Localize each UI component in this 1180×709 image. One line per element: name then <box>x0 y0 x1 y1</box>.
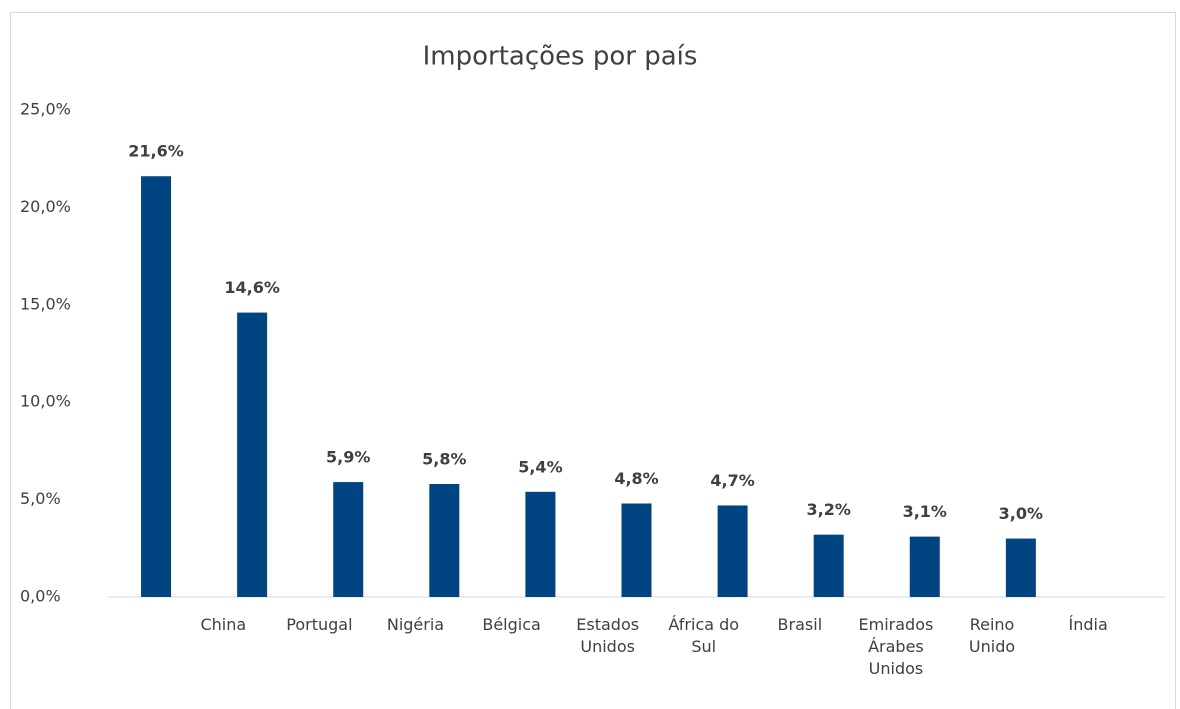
bar <box>141 176 172 597</box>
bar <box>813 534 844 597</box>
bar <box>717 505 748 597</box>
x-tick-label: Bélgica <box>482 615 541 634</box>
x-tick-label: Reino Unido <box>968 615 1016 656</box>
x-tick-label: Nigéria <box>386 615 445 634</box>
y-tick-label: 10,0% <box>20 392 71 411</box>
chart-border <box>10 12 1176 709</box>
data-label: 3,1% <box>903 502 947 521</box>
data-label: 3,2% <box>806 500 850 519</box>
data-label: 21,6% <box>128 142 184 161</box>
data-label: 14,6% <box>224 278 280 297</box>
data-label: 5,4% <box>518 457 562 476</box>
y-tick-label: 15,0% <box>20 294 71 313</box>
y-tick-label: 0,0% <box>20 587 61 606</box>
data-label: 5,8% <box>422 450 466 469</box>
bar <box>333 482 364 597</box>
bar <box>621 503 652 597</box>
bar <box>909 536 940 597</box>
y-tick-label: 5,0% <box>20 489 61 508</box>
data-label: 5,9% <box>326 448 370 467</box>
x-tick-label: China <box>200 615 247 634</box>
x-tick-label: Estados Unidos <box>576 615 640 656</box>
data-label: 4,8% <box>614 469 658 488</box>
bar <box>429 484 460 597</box>
y-tick-label: 20,0% <box>20 197 71 216</box>
x-tick-label: Índia <box>1068 615 1108 634</box>
data-label: 3,0% <box>999 504 1043 523</box>
bar <box>1005 538 1036 597</box>
bar <box>237 312 268 597</box>
bar <box>525 491 556 597</box>
chart-title: Importações por país <box>423 42 698 72</box>
x-tick-label: Emirados Árabes Unidos <box>858 615 934 678</box>
y-tick-label: 25,0% <box>20 100 71 119</box>
data-label: 4,7% <box>710 471 754 490</box>
x-tick-label: Brasil <box>777 615 823 634</box>
x-tick-label: África do Sul <box>668 615 740 656</box>
x-tick-label: Portugal <box>286 615 353 634</box>
